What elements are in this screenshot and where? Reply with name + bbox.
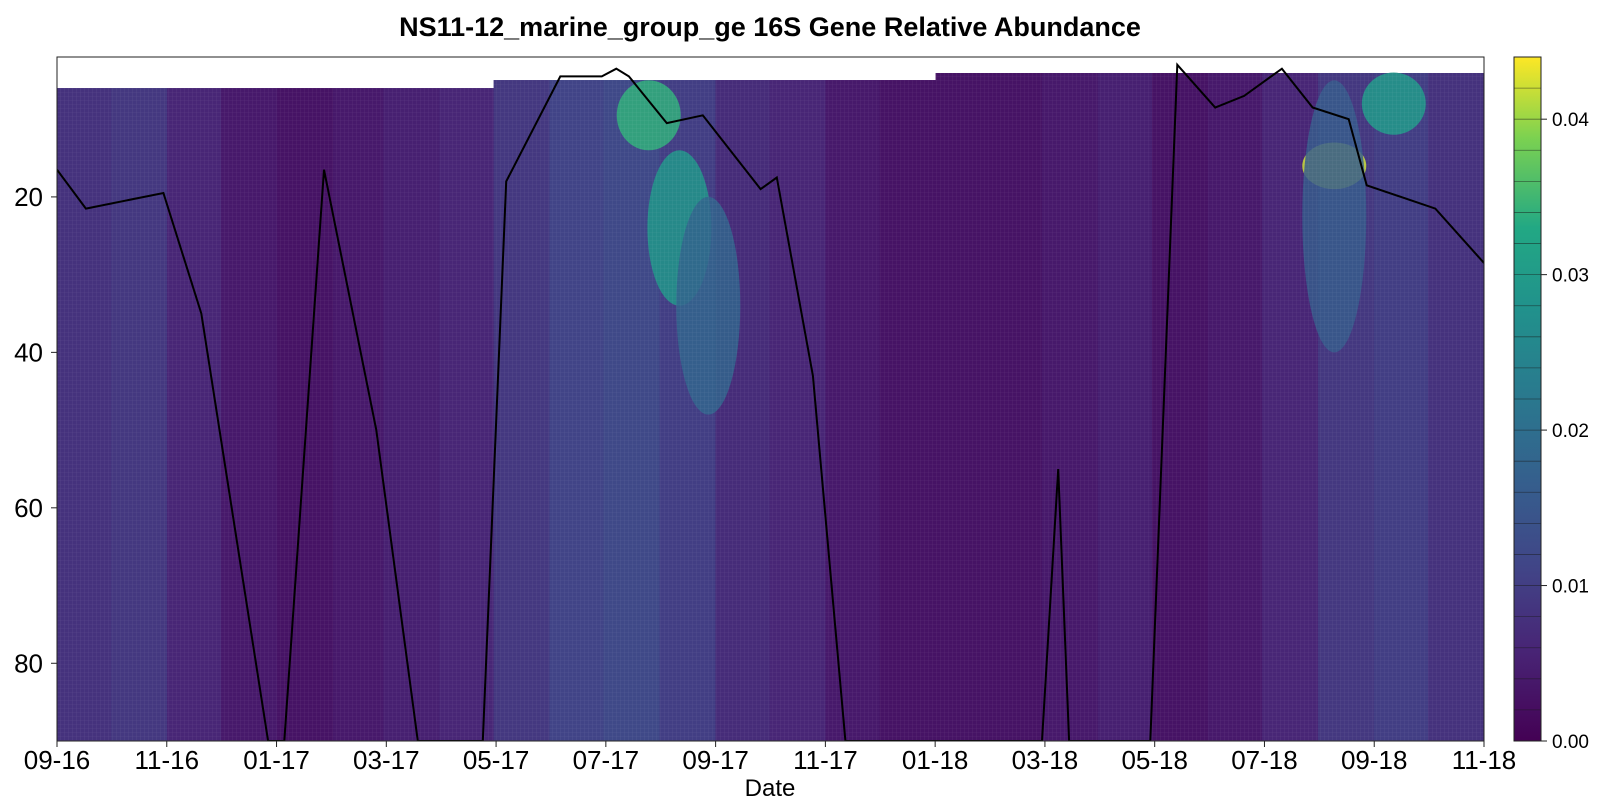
y-tick-label: 80 (14, 648, 43, 678)
colorbar-ticks: 0.00 0.01 0.02 0.03 0.04 (1541, 110, 1589, 753)
x-tick-label: 07-17 (573, 745, 640, 775)
x-tick-label: 09-18 (1341, 745, 1408, 775)
x-tick-label: 11-18 (1452, 745, 1517, 775)
x-tick-label: 05-18 (1121, 745, 1188, 775)
x-axis: 09-16 11-16 01-17 03-17 05-17 07-17 09-17 11-17… (24, 741, 1517, 775)
y-axis: 20 40 60 80 (14, 182, 57, 678)
series-line (57, 62, 1484, 741)
x-tick-label: 05-17 (463, 745, 530, 775)
heatmap-grid-texture (57, 57, 1484, 741)
x-tick-label: 03-18 (1012, 745, 1079, 775)
colorbar-tick-label: 0.01 (1552, 577, 1589, 598)
x-tick-label: 09-17 (682, 745, 749, 775)
x-tick-label: 01-18 (902, 745, 969, 775)
x-tick-label: 03-17 (353, 745, 420, 775)
colorbar-tick-label: 0.02 (1552, 421, 1589, 442)
x-tick-label: 07-18 (1231, 745, 1298, 775)
colorbar-tick-label: 0.04 (1552, 110, 1589, 131)
colorbar-level-lines (1514, 87, 1541, 711)
x-tick-label: 11-16 (134, 745, 199, 775)
x-tick-label: 09-16 (24, 745, 91, 775)
chart-title: NS11-12_marine_group_ge 16S Gene Relativ… (399, 12, 1141, 42)
plot-frame (56, 56, 1485, 742)
colorbar-tick-label: 0.00 (1552, 732, 1589, 753)
colorbar: 0.00 0.01 0.02 0.03 0.04 (1513, 56, 1589, 753)
x-axis-title: Date (745, 775, 796, 800)
colorbar-tick-label: 0.03 (1552, 266, 1589, 287)
y-tick-label: 20 (14, 182, 43, 212)
x-tick-label: 11-17 (793, 745, 858, 775)
y-tick-label: 60 (14, 493, 43, 523)
plot-area (57, 57, 1484, 741)
x-tick-label: 01-17 (243, 745, 310, 775)
y-tick-label: 40 (14, 337, 43, 367)
